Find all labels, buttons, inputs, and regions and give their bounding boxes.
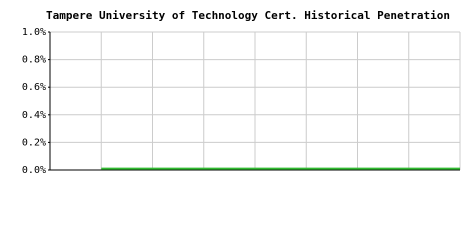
y-tick-label: 0.6%	[22, 82, 46, 93]
y-tick-label: 0.0%	[22, 165, 46, 176]
y-tick-label: 1.0%	[22, 27, 46, 38]
y-tick-label: 0.4%	[22, 110, 46, 121]
y-tick-label: 0.8%	[22, 55, 46, 66]
chart: Tampere University of Technology Cert. H…	[22, 9, 461, 176]
y-tick-label: 0.2%	[22, 137, 46, 148]
chart-title: Tampere University of Technology Cert. H…	[46, 9, 450, 22]
